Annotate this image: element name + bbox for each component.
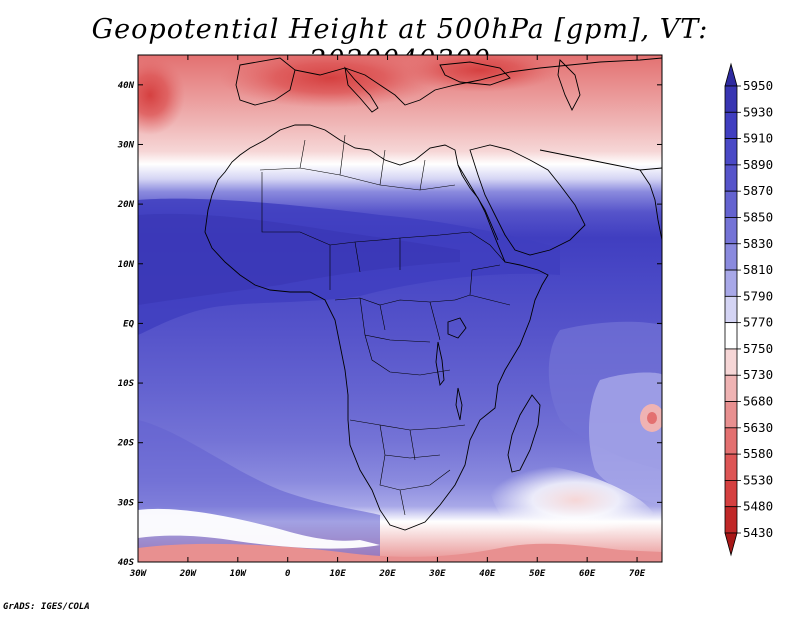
red-sea-west [457,164,499,241]
colorbar-label: 5930 [743,104,773,119]
colorbar-label: 5890 [743,157,773,172]
colorbar-segment [724,322,738,350]
colorbar: 5950 5930 5910 5890 5870 5850 5830 5810 5790 5770… [724,62,773,557]
low-mediterranean [220,55,440,108]
colorbar-label: 5830 [743,236,773,251]
colorbar-label: 5850 [743,209,773,224]
y-axis: 40N 30N 20N 10N EQ 10S 20S 30S 40S [117,81,662,568]
lake-malawi [455,387,463,421]
colorbar-label: 5680 [743,394,773,409]
y-tick-label: 30S [117,498,135,508]
trough-south [138,543,662,562]
plot-frame [137,54,663,563]
arabia [469,144,586,256]
colorbar-label: 5530 [743,472,773,487]
y-tick-label: 40N [118,81,135,91]
colorbar-segment [724,190,738,218]
y-tick-label: 20S [117,439,135,449]
colorbar-label: 5910 [743,131,773,146]
y-tick-label: 10N [118,260,135,270]
colorbar-label: 5870 [743,183,773,198]
x-tick-label: 30W [129,569,148,579]
border-lines-central [334,297,456,376]
colorbar-label: 5750 [743,341,773,356]
y-tick-label: 30N [117,140,135,150]
ridge-band-south [138,508,380,549]
caspian-sea [557,59,581,112]
x-tick-label: 10W [230,569,248,579]
lake-tanganyika [435,341,445,387]
x-tick-label: 30E [428,569,446,579]
colorbar-segment [724,111,738,139]
colorbar-segment [724,480,738,508]
coastlines [204,57,662,531]
colorbar-label: 5430 [743,525,773,540]
x-tick-label: 40E [479,569,496,579]
x-axis: 30W 20W 10W 0 10E 20E 30E 40E 50E 60E 70E [129,55,646,579]
lake-victoria [447,317,467,339]
colorbar-label: 5630 [743,420,773,435]
x-tick-label: 50E [529,569,546,579]
italy [344,66,379,113]
height-field [138,55,662,562]
y-tick-label: 10S [118,379,135,389]
cutoff-low-atlantic [138,55,185,135]
colorbar-bottom-triangle [724,532,738,557]
country-borders [259,134,511,516]
colorbar-label: 5480 [743,499,773,514]
colorbar-segment [724,295,738,324]
colorbar-segment [724,269,738,297]
black-sea [439,61,511,86]
y-tick-label: EQ [123,319,134,329]
africa-coastline [204,124,549,531]
x-tick-label: 10E [329,569,346,579]
colorbar-label: 5950 [743,78,773,93]
iberia [235,57,296,106]
ridge-southeast [489,464,662,535]
border-lines-east [454,231,511,306]
colorbar-label: 5790 [743,288,773,303]
colorbar-segment [724,348,738,376]
x-tick-label: 70E [629,569,646,579]
border-lines-north [259,134,471,290]
colorbar-segment [724,243,738,271]
low-indian-ocean-core [647,412,657,424]
y-tick-label: 40S [118,558,135,568]
x-tick-label: 20E [378,569,396,579]
x-tick-label: 20W [179,569,198,579]
colorbar-label: 5580 [743,446,773,461]
colorbar-segment [724,164,738,192]
colorbar-top-triangle [724,62,738,87]
low-turkey [400,55,560,92]
y-tick-label: 20N [117,200,135,210]
colorbar-segment [724,85,738,113]
colorbar-segment [724,506,738,534]
border-lines-south [349,419,466,516]
colorbar-segment [724,401,738,429]
india [639,169,662,241]
colorbar-label: 5730 [743,367,773,382]
persian-gulf-iran [539,149,662,171]
colorbar-segment [724,374,738,402]
colorbar-label: 5810 [743,262,773,277]
colorbar-segment [724,217,738,245]
contour-5790-southeast [588,372,662,505]
colorbar-segment [724,427,738,455]
colorbar-label: 5770 [743,315,773,330]
colorbar-segment [724,138,738,166]
x-tick-label: 60E [579,569,596,579]
x-tick-label: 0 [285,569,291,579]
europe-coast [294,57,662,106]
credit-label: GrADS: IGES/COLA [3,602,90,612]
madagascar [507,394,541,473]
contour-5930 [138,213,460,305]
colorbar-segment [724,453,738,481]
